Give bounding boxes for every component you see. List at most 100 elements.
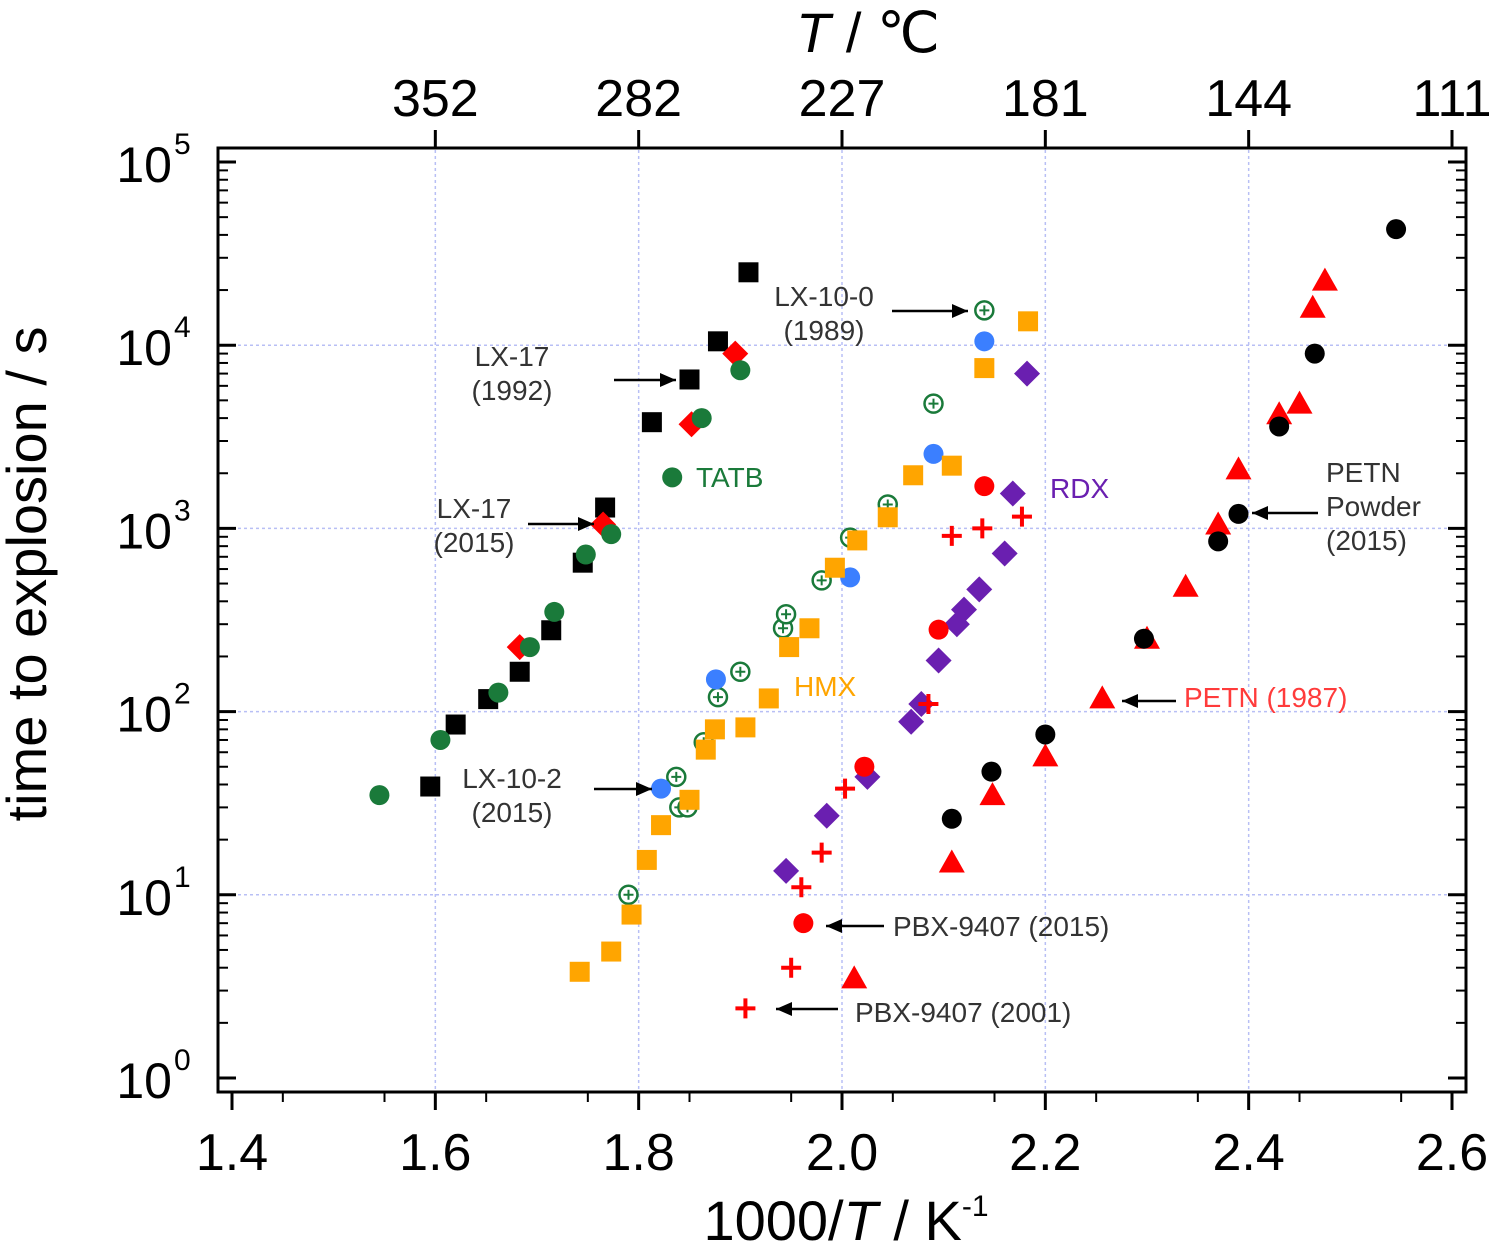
series-pbx-9407-2001-: [735, 506, 1032, 1019]
top-tick-label: 111: [1412, 70, 1491, 128]
x-tick-label: 1.4: [196, 1124, 268, 1182]
data-point-square: [695, 739, 716, 760]
data-point-circle: [923, 443, 944, 464]
data-point-circle-plus-cross: [671, 771, 682, 782]
data-point-triangle: [1089, 685, 1116, 709]
annotation-lx-10-0-1989-: LX-10-0(1989): [774, 281, 968, 346]
annotation-text: PBX-9407 (2001): [855, 997, 1071, 1028]
data-point-diamond: [722, 340, 749, 367]
data-point-square: [799, 618, 820, 639]
top-tick-label: 227: [799, 70, 886, 128]
x-tick-label: 2.2: [1009, 1124, 1081, 1182]
annotation-text: (2015): [434, 527, 515, 558]
top-tick-label: 181: [1002, 70, 1089, 128]
data-point-plus: [1011, 506, 1032, 527]
data-point-triangle: [1225, 456, 1252, 480]
y-tick-exponent: 1: [174, 861, 191, 894]
data-point-circle: [1035, 724, 1056, 745]
data-point-square: [569, 961, 590, 982]
data-point-circle-plus-cross: [712, 692, 723, 703]
data-point-circle-plus-cross: [623, 889, 634, 900]
data-point-triangle: [938, 849, 965, 873]
data-point-circle: [1304, 343, 1325, 364]
annotation-arrow-head: [1252, 506, 1268, 520]
series-rdx: [773, 360, 1041, 884]
data-point-square: [601, 941, 622, 962]
data-point-plus: [972, 518, 993, 539]
annotation-arrow-head: [826, 919, 842, 933]
data-point-circle: [575, 544, 596, 565]
data-point-triangle: [1299, 294, 1326, 318]
data-point-plus: [941, 525, 962, 546]
data-point-diamond: [1014, 360, 1041, 387]
series-petn-powder-2015-: [941, 219, 1407, 829]
data-point-square: [679, 789, 700, 810]
annotation-text: HMX: [794, 671, 857, 702]
annotation-text: TATB: [696, 462, 763, 493]
data-point-circle-plus-cross: [781, 609, 792, 620]
data-point-triangle: [1172, 573, 1199, 597]
data-point-square: [903, 465, 924, 486]
data-point-square: [445, 714, 466, 735]
data-point-circle: [840, 567, 861, 588]
data-point-square: [941, 455, 962, 476]
annotation-arrow-head: [660, 373, 676, 387]
series-lx-10-2-2015-: [651, 331, 995, 799]
annotation-text: (2015): [472, 797, 553, 828]
annotation-tatb: TATB: [696, 462, 763, 493]
data-point-triangle: [1311, 267, 1338, 291]
data-point-circle-plus-cross: [816, 575, 827, 586]
data-point-square: [779, 637, 800, 658]
data-point-circle: [730, 360, 751, 381]
top-tick-label: 282: [595, 70, 682, 128]
annotation-lx-17-1992-: LX-17(1992): [472, 341, 676, 406]
series-lx-10-0-1989-: [618, 300, 995, 906]
ticks: [218, 130, 1466, 1110]
annotation-text: (2015): [1326, 525, 1407, 556]
data-point-plus: [835, 778, 856, 799]
data-point-circle: [854, 756, 875, 777]
data-point-circle: [488, 682, 509, 703]
data-point-square: [735, 717, 756, 738]
data-point-circle: [928, 619, 949, 640]
annotation-text: LX-10-2: [462, 763, 562, 794]
data-point-circle: [941, 808, 962, 829]
annotation-text: (1992): [472, 375, 553, 406]
data-point-plus: [918, 694, 939, 715]
top-tick-label: 144: [1205, 70, 1292, 128]
data-point-circle: [1133, 628, 1154, 649]
grid: [220, 150, 1464, 1090]
annotation-arrow-head: [578, 517, 594, 531]
annotation-rdx: RDX: [1050, 473, 1109, 504]
series-tatb: [369, 360, 751, 806]
data-marks: [369, 219, 1407, 1019]
x-axis-title: 1000/T / K-1: [703, 1189, 988, 1252]
data-point-circle-plus-cross: [778, 623, 789, 634]
data-point-triangle: [979, 782, 1006, 806]
data-point-diamond: [951, 596, 977, 623]
series-hmx: [569, 311, 1039, 982]
annotation-text: PETN (1987): [1184, 682, 1347, 713]
y-tick-label: 10: [116, 687, 172, 743]
y-tick-exponent: 2: [174, 678, 191, 711]
axis-titles: T / ℃ 1000/T / K-1 time to explosion / s: [0, 1, 989, 1252]
data-point-square: [595, 497, 616, 518]
data-point-circle: [1208, 531, 1229, 552]
top-tick-label: 352: [392, 70, 479, 128]
data-point-circle: [544, 601, 565, 622]
annotation-text: LX-17: [437, 493, 512, 524]
data-point-circle: [369, 785, 390, 806]
annotation-petn-1987-: PETN (1987): [1122, 682, 1347, 713]
data-point-square: [641, 412, 662, 433]
data-point-square: [847, 530, 868, 551]
data-point-square: [707, 331, 728, 352]
data-point-circle: [981, 761, 1002, 782]
data-point-circle: [705, 669, 726, 690]
y-tick-label: 10: [116, 870, 172, 926]
data-point-circle: [519, 637, 540, 658]
data-point-square: [420, 776, 441, 797]
y-tick-exponent: 3: [174, 494, 191, 527]
data-point-circle: [430, 729, 451, 750]
annotation-lx-17-2015-: LX-17(2015): [434, 493, 594, 558]
